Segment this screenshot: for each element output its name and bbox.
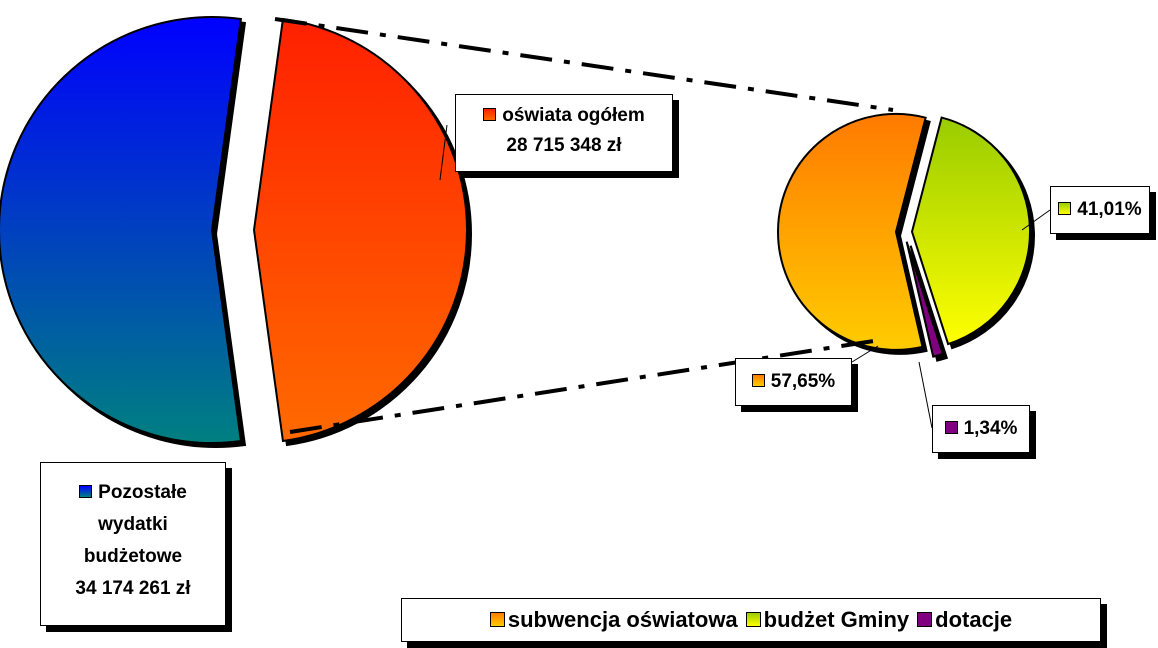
legend-item: subwencja oświatowa [489, 607, 738, 633]
connector-line [274, 17, 894, 112]
legend-item: budżet Gminy [745, 607, 910, 633]
data-label: oświata ogółem 28 715 348 zł [455, 94, 673, 172]
data-label: 57,65% [735, 358, 852, 406]
label-swatch [79, 485, 93, 498]
label-swatch [483, 108, 497, 121]
category-label: Pozostałe wydatki budżetowe [83, 482, 187, 567]
label-swatch [944, 421, 958, 434]
value-label: 34 174 261 zł [75, 578, 191, 599]
connector-line [289, 338, 881, 434]
leader-line [851, 345, 879, 363]
pie-slice [777, 112, 927, 351]
leader-line [439, 124, 448, 181]
legend-label: dotacje [935, 607, 1013, 632]
value-label: 28 715 348 zł [506, 135, 622, 156]
legend: subwencja oświatowa budżet Gminy dotacje [401, 598, 1101, 642]
legend-swatch [917, 612, 933, 627]
data-label: 1,34% [932, 405, 1030, 453]
leader-line [1021, 209, 1051, 231]
slice-shadow [909, 245, 949, 362]
pie-slice [905, 241, 945, 358]
value-label: 41,01% [1077, 199, 1142, 220]
category-label: oświata ogółem [502, 105, 645, 126]
leader-line [918, 361, 933, 429]
value-label: 1,34% [963, 418, 1018, 439]
label-swatch [751, 374, 765, 387]
data-label: 41,01% [1050, 186, 1150, 234]
pie-slice [0, 16, 243, 444]
pie-slice [252, 17, 468, 443]
legend-swatch [489, 612, 505, 627]
legend-label: budżet Gminy [763, 607, 910, 632]
legend-item: dotacje [917, 607, 1012, 633]
data-label: Pozostałe wydatki budżetowe 34 174 261 z… [40, 462, 226, 626]
pie-slice [910, 116, 1031, 346]
value-label: 57,65% [770, 371, 836, 392]
legend-label: subwencja oświatowa [507, 607, 738, 632]
legend-swatch [745, 612, 761, 627]
label-swatch [1058, 202, 1072, 215]
